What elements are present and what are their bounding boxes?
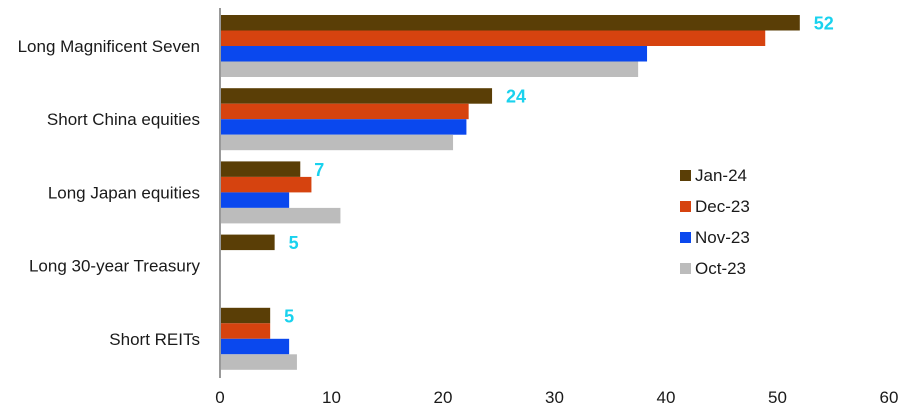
legend-swatch <box>680 263 691 274</box>
x-tick-label: 50 <box>768 388 787 407</box>
bar-jan-24 <box>221 15 800 31</box>
bar-jan-24 <box>221 88 493 104</box>
bar-oct-23 <box>221 207 341 224</box>
category-label: Short China equities <box>47 110 200 129</box>
x-axis-ticks: 0 10 20 30 40 50 60 <box>215 388 898 407</box>
data-label: 52 <box>814 14 834 34</box>
category-labels: Long Magnificent Seven Short China equiti… <box>18 37 201 349</box>
x-tick-label: 40 <box>657 388 676 407</box>
bar-nov-23 <box>221 192 290 208</box>
x-tick-label: 60 <box>880 388 899 407</box>
data-label: 5 <box>289 233 299 253</box>
bar-nov-23 <box>221 119 467 135</box>
legend-swatch <box>680 232 691 243</box>
bar-dec-23 <box>221 176 312 193</box>
bar-jan-24 <box>221 161 301 177</box>
x-tick-label: 0 <box>215 388 224 407</box>
bar-oct-23 <box>221 134 454 151</box>
legend-label: Jan-24 <box>695 166 747 185</box>
data-label: 7 <box>314 160 324 180</box>
category-label: Long 30-year Treasury <box>29 257 201 276</box>
bar-jan-24 <box>221 234 275 251</box>
bar-oct-23 <box>221 354 297 370</box>
bar-dec-23 <box>221 30 766 46</box>
legend: Jan-24 Dec-23 Nov-23 Oct-23 <box>680 166 750 278</box>
category-label: Long Magnificent Seven <box>18 37 200 56</box>
legend-swatch <box>680 201 691 212</box>
x-tick-label: 20 <box>434 388 453 407</box>
bar-dec-23 <box>221 103 469 120</box>
category-label: Long Japan equities <box>48 183 200 202</box>
legend-label: Oct-23 <box>695 259 746 278</box>
bar-oct-23 <box>221 61 639 77</box>
x-tick-label: 10 <box>322 388 341 407</box>
data-label: 24 <box>506 87 526 107</box>
value-labels: 52 24 7 5 5 <box>284 14 834 327</box>
x-tick-label: 30 <box>545 388 564 407</box>
data-label: 5 <box>284 306 294 326</box>
category-label: Short REITs <box>109 330 200 349</box>
legend-label: Nov-23 <box>695 228 750 247</box>
bar-jan-24 <box>221 307 271 324</box>
legend-swatch <box>680 170 691 181</box>
bar-nov-23 <box>221 46 648 62</box>
legend-label: Dec-23 <box>695 197 750 216</box>
bars <box>221 15 800 370</box>
bar-dec-23 <box>221 323 271 339</box>
bar-nov-23 <box>221 338 290 355</box>
